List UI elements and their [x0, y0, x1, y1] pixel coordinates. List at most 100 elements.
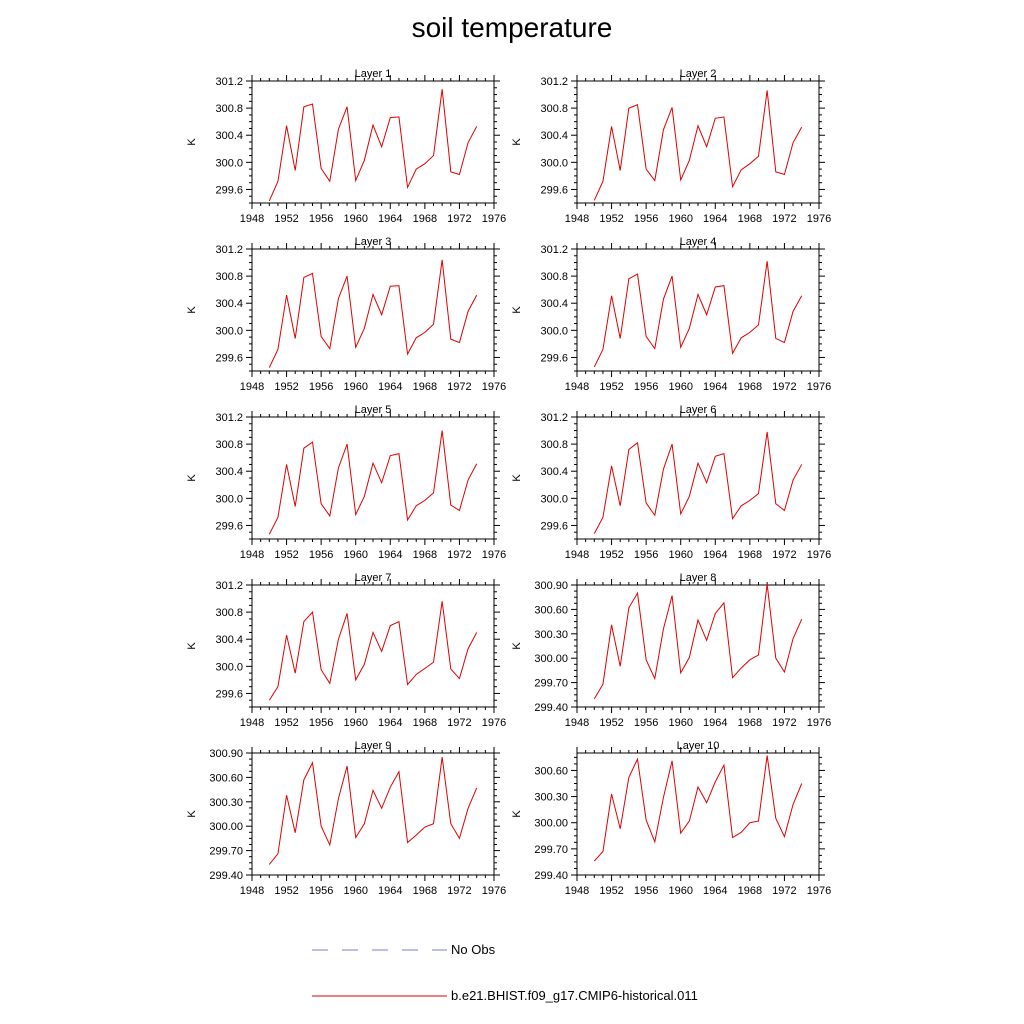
y-tick-label: 300.8	[215, 439, 243, 451]
x-tick-label: 1968	[413, 717, 437, 729]
y-tick-label: 300.00	[534, 653, 568, 665]
y-tick-label: 300.90	[209, 748, 243, 760]
x-tick-label: 1976	[807, 549, 831, 561]
panel-title: Layer 2	[680, 68, 717, 80]
figure-title: soil temperature	[411, 12, 613, 43]
y-tick-label: 301.2	[215, 76, 243, 88]
panel-layer-2: Layer 2 K 1948 1952 1956 1960 1964 1968 1972 1976…	[511, 68, 831, 225]
x-tick-label: 1952	[274, 717, 298, 729]
y-tick-label: 299.70	[209, 846, 243, 858]
y-tick-label: 299.6	[215, 184, 243, 196]
panel-layer-10: Layer 10 K 1948 1952 1956 1960 1964 1968 1972 197…	[511, 740, 831, 897]
plot-frame	[576, 752, 820, 876]
y-tick-label: 300.8	[215, 607, 243, 619]
x-tick-label: 1976	[807, 213, 831, 225]
panel-layer-5: Layer 5 K 1948 1952 1956 1960 1964 1968 1972 1976…	[186, 404, 506, 561]
y-tick-label: 300.0	[215, 325, 243, 337]
x-tick-label: 1968	[738, 381, 762, 393]
x-tick-label: 1948	[565, 885, 589, 897]
series-line	[268, 89, 478, 202]
x-tick-label: 1952	[599, 213, 623, 225]
series-line	[268, 601, 478, 701]
x-tick-label: 1948	[240, 885, 264, 897]
panel-title: Layer 7	[355, 572, 392, 584]
x-tick-label: 1968	[738, 549, 762, 561]
y-axis-label: K	[511, 306, 523, 314]
x-tick-label: 1964	[378, 381, 402, 393]
plot-frame	[576, 584, 820, 708]
x-tick-label: 1972	[447, 885, 471, 897]
x-tick-label: 1960	[668, 213, 692, 225]
y-tick-label: 301.2	[540, 412, 568, 424]
x-tick-label: 1968	[738, 885, 762, 897]
y-tick-label: 301.2	[540, 244, 568, 256]
x-tick-label: 1976	[482, 549, 506, 561]
plot-frame	[251, 584, 495, 708]
y-tick-label: 300.60	[209, 772, 243, 784]
series-line	[268, 259, 478, 368]
x-tick-label: 1964	[703, 213, 727, 225]
plot-frame	[576, 248, 820, 372]
x-tick-label: 1960	[343, 381, 367, 393]
x-tick-label: 1952	[599, 885, 623, 897]
y-tick-label: 300.8	[540, 271, 568, 283]
x-tick-label: 1960	[668, 717, 692, 729]
y-tick-label: 299.6	[215, 688, 243, 700]
x-tick-label: 1964	[703, 717, 727, 729]
x-tick-label: 1952	[274, 549, 298, 561]
y-tick-label: 300.4	[215, 298, 243, 310]
x-tick-label: 1976	[482, 381, 506, 393]
x-tick-label: 1956	[634, 381, 658, 393]
y-tick-label: 299.70	[534, 844, 568, 856]
y-tick-label: 301.2	[215, 244, 243, 256]
y-tick-label: 300.60	[534, 765, 568, 777]
x-tick-label: 1968	[413, 885, 437, 897]
y-axis-label: K	[186, 642, 198, 650]
legend-label-model: b.e21.BHIST.f09_g17.CMIP6-historical.011	[451, 988, 698, 1003]
y-tick-label: 300.00	[209, 821, 243, 833]
y-tick-label: 300.0	[215, 157, 243, 169]
y-tick-label: 300.90	[534, 580, 568, 592]
series-line	[268, 430, 478, 535]
x-tick-label: 1948	[240, 549, 264, 561]
panel-layer-9: Layer 9 K 1948 1952 1956 1960 1964 1968 1972 1976…	[186, 740, 506, 897]
y-tick-label: 300.4	[215, 130, 243, 142]
plot-frame	[576, 416, 820, 540]
y-tick-label: 301.2	[215, 580, 243, 592]
y-tick-label: 301.2	[540, 76, 568, 88]
x-tick-label: 1964	[703, 381, 727, 393]
x-tick-label: 1976	[807, 885, 831, 897]
x-tick-label: 1964	[378, 213, 402, 225]
x-tick-label: 1956	[634, 213, 658, 225]
x-tick-label: 1948	[565, 381, 589, 393]
y-axis-label: K	[186, 810, 198, 818]
y-tick-label: 300.0	[540, 157, 568, 169]
x-tick-label: 1972	[447, 549, 471, 561]
x-tick-label: 1948	[565, 213, 589, 225]
x-tick-label: 1972	[772, 381, 796, 393]
x-tick-label: 1952	[274, 885, 298, 897]
x-tick-label: 1972	[772, 885, 796, 897]
plot-frame	[251, 80, 495, 204]
y-tick-label: 300.30	[534, 629, 568, 641]
panel-title: Layer 5	[355, 404, 392, 416]
panel-title: Layer 1	[355, 68, 392, 80]
series-line	[593, 584, 803, 700]
x-tick-label: 1952	[599, 549, 623, 561]
y-axis-label: K	[511, 642, 523, 650]
x-tick-label: 1968	[738, 213, 762, 225]
x-tick-label: 1952	[599, 717, 623, 729]
y-axis-label: K	[511, 810, 523, 818]
y-tick-label: 299.6	[540, 184, 568, 196]
y-tick-label: 299.40	[534, 702, 568, 714]
y-tick-label: 299.40	[209, 870, 243, 882]
y-tick-label: 300.0	[215, 661, 243, 673]
x-tick-label: 1948	[240, 381, 264, 393]
x-tick-label: 1972	[772, 549, 796, 561]
x-tick-label: 1968	[413, 381, 437, 393]
panel-layer-3: Layer 3 K 1948 1952 1956 1960 1964 1968 1972 1976…	[186, 236, 506, 393]
y-tick-label: 300.4	[215, 634, 243, 646]
x-tick-label: 1948	[240, 213, 264, 225]
